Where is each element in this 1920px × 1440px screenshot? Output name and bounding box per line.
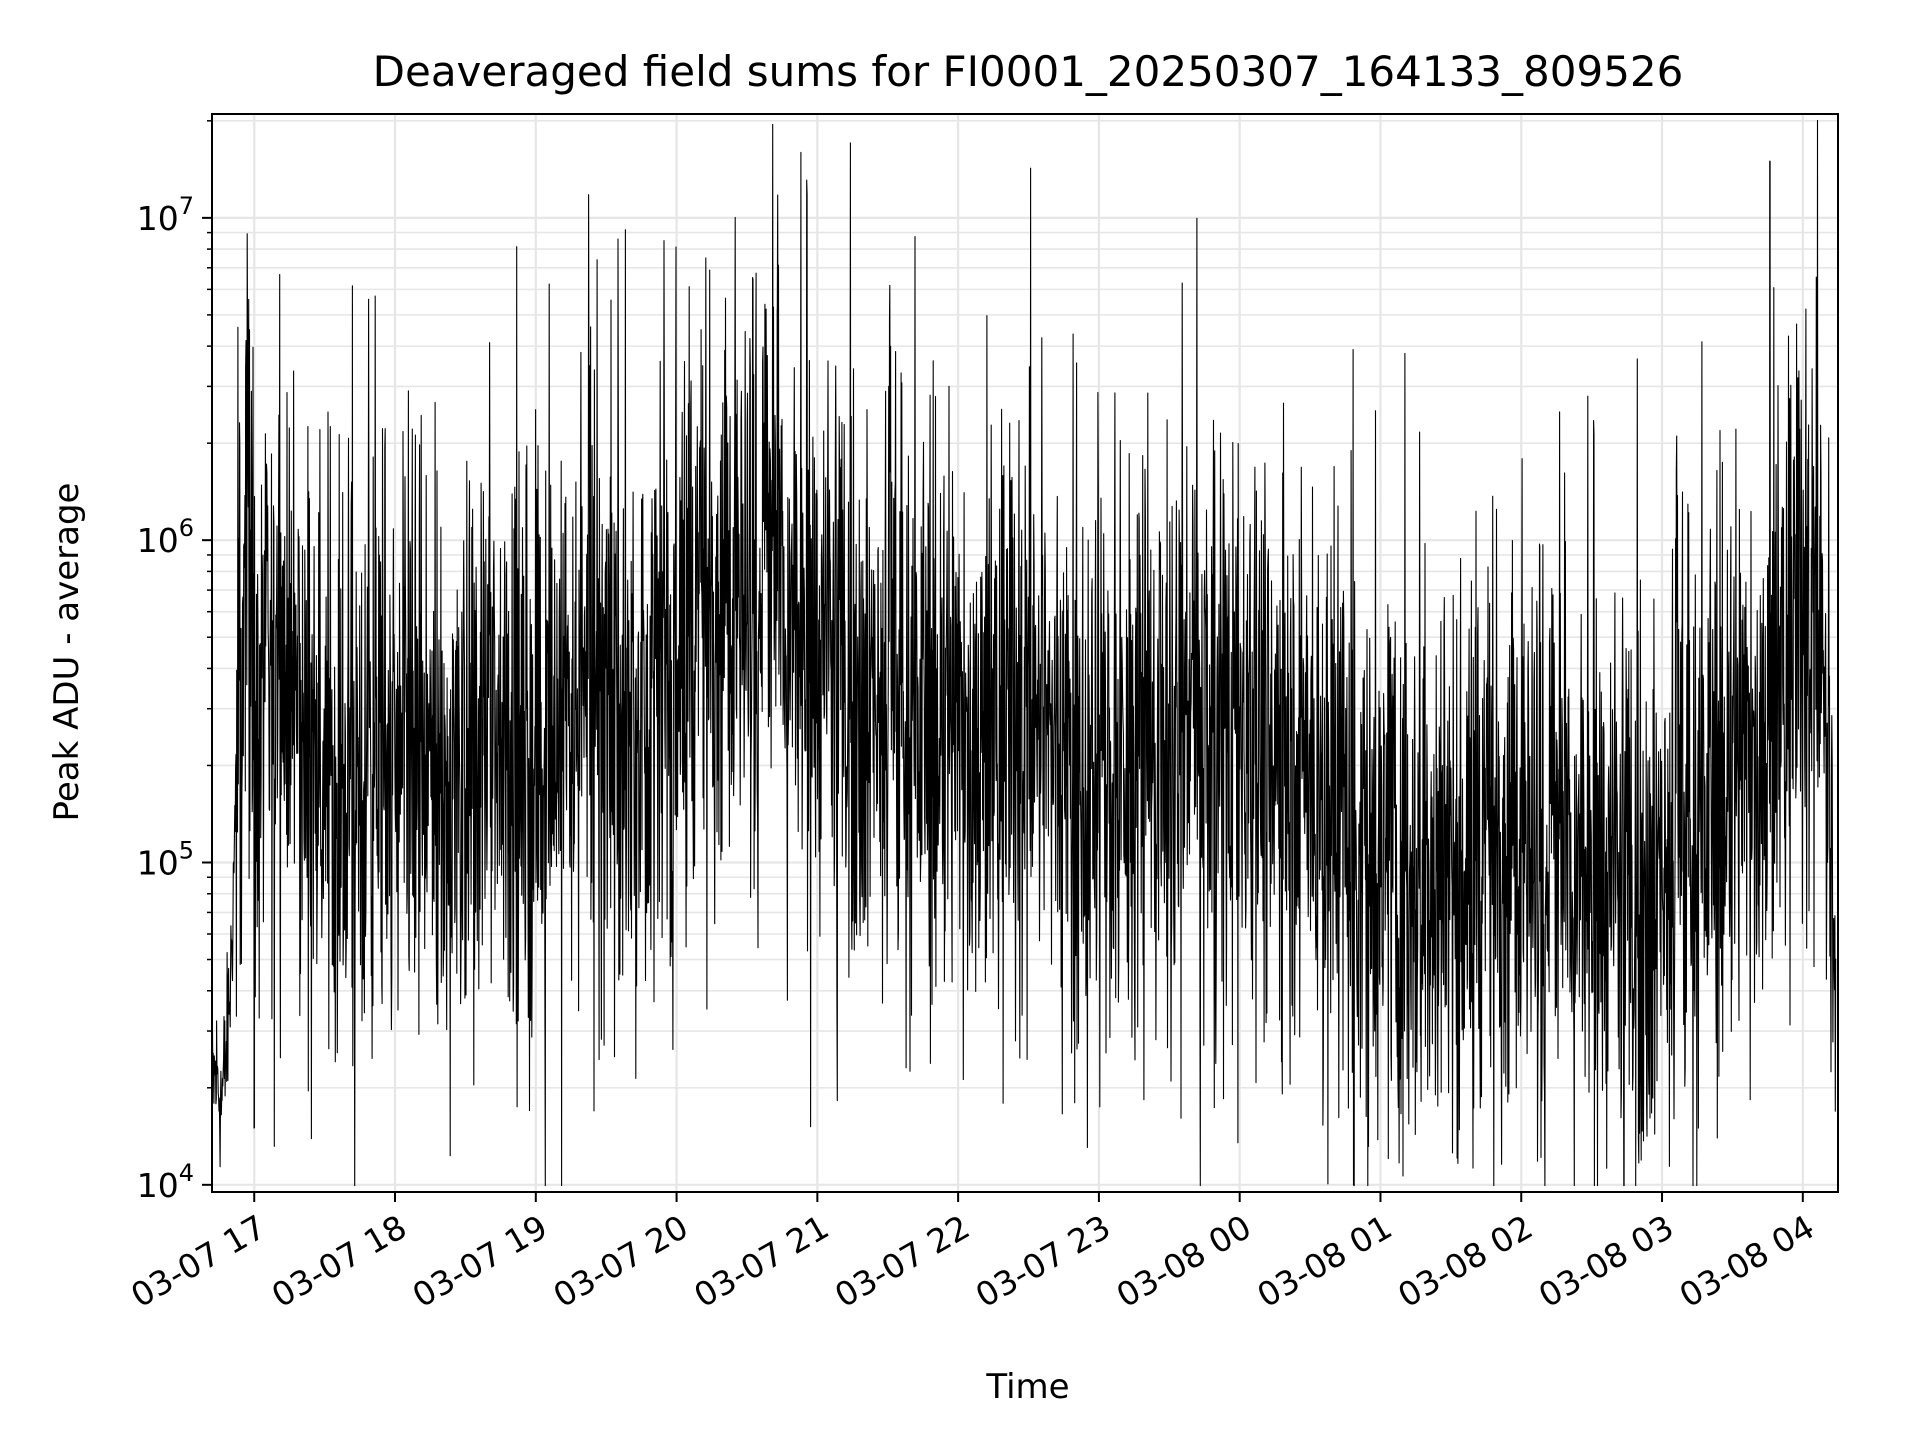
data-line [212,119,1837,1187]
y-tick-exponent: 5 [179,836,194,864]
chart-title: Deaveraged field sums for FI0001_2025030… [373,47,1684,96]
y-tick-exponent: 4 [179,1159,194,1187]
plot-frame [211,113,1839,1193]
data-trace [212,119,1837,1187]
y-tick-label: 105 [137,836,194,882]
y-axis-label: Peak ADU - average [47,483,87,822]
y-tick-base: 10 [137,199,179,238]
y-tick-base: 10 [137,1166,179,1205]
y-tick-base: 10 [137,843,179,882]
y-tick-base: 10 [137,521,179,560]
y-tick-exponent: 6 [179,514,194,542]
y-tick-label: 106 [137,514,194,560]
y-tick-exponent: 7 [179,192,194,220]
x-axis-label: Time [985,1367,1069,1407]
axes [211,113,1839,1193]
y-tick-label: 107 [137,192,194,238]
y-tick-label: 104 [137,1159,194,1205]
